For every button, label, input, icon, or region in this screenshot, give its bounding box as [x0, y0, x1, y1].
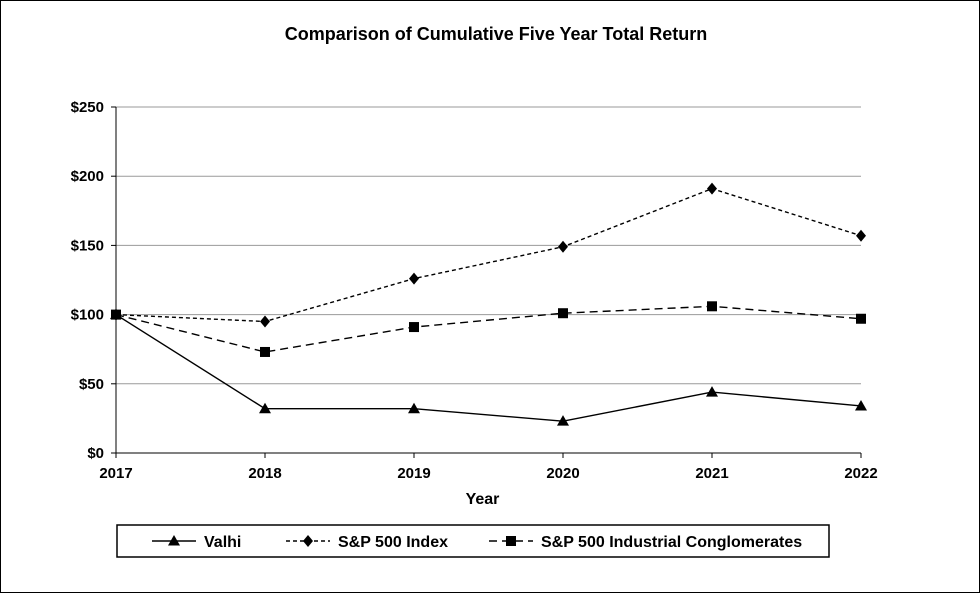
data-point: [856, 229, 866, 242]
y-tick-label: $0: [87, 445, 104, 462]
y-tick-label: $250: [71, 99, 104, 116]
legend-label: S&P 500 Index: [338, 534, 448, 551]
data-point: [707, 182, 717, 195]
x-tick-label: 2021: [695, 465, 728, 482]
data-point: [706, 386, 718, 397]
tick-labels: $0 $50 $100 $150 $200 $250 2017 2018 2019 2020 202…: [71, 99, 878, 482]
chart-title: Comparison of Cumulative Five Year Total…: [284, 24, 708, 44]
x-tick-label: 2018: [248, 465, 281, 482]
series-line: [115, 187, 862, 323]
legend-box: [116, 524, 830, 558]
series-lines: [110, 182, 867, 426]
y-tick-label: $50: [79, 376, 104, 393]
x-tick-label: 2017: [99, 465, 132, 482]
data-point: [557, 415, 569, 426]
gridlines: [116, 106, 861, 385]
legend: Valhi S&P 500 Index S&P 500 Industrial Con…: [116, 524, 830, 558]
x-axis-title: Year: [466, 491, 500, 508]
data-point: [855, 399, 867, 411]
series-line: [115, 314, 862, 422]
legend-label: Valhi: [204, 534, 241, 551]
data-point: [558, 308, 568, 319]
data-point: [260, 315, 270, 328]
data-point: [260, 346, 270, 357]
series-line: [115, 305, 862, 353]
x-tick-label: 2020: [546, 465, 579, 482]
legend-entry: Valhi: [152, 534, 241, 551]
data-point: [259, 402, 271, 414]
legend-entry: S&P 500 Industrial Conglomerates: [489, 534, 802, 551]
data-point: [409, 272, 419, 285]
legend-marker: [168, 535, 180, 546]
data-point: [409, 322, 419, 333]
legend-marker: [303, 535, 313, 547]
data-point: [408, 402, 420, 414]
data-point: [558, 240, 568, 253]
series-s-p-500-industrial-conglomerates: [111, 301, 866, 357]
legend-marker: [506, 536, 516, 546]
axes: [111, 106, 862, 458]
data-point: [856, 313, 866, 324]
y-tick-label: $100: [71, 307, 104, 324]
series-valhi: [110, 308, 867, 426]
series-s-p-500-index: [111, 182, 866, 328]
x-tick-label: 2022: [844, 465, 877, 482]
data-point: [111, 309, 121, 320]
legend-label: S&P 500 Industrial Conglomerates: [541, 534, 802, 551]
legend-entry: S&P 500 Index: [286, 534, 448, 551]
y-tick-label: $200: [71, 168, 104, 185]
y-tick-label: $150: [71, 237, 104, 254]
x-tick-label: 2019: [397, 465, 430, 482]
data-point: [707, 301, 717, 312]
